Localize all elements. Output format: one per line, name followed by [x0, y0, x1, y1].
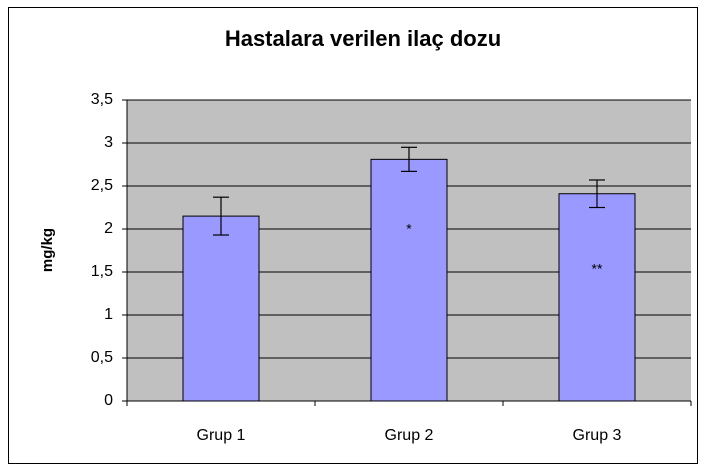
- x-tick-label: Grup 3: [573, 427, 622, 444]
- x-tick-label: Grup 1: [197, 427, 246, 444]
- y-tick-label: 0,5: [91, 349, 113, 366]
- annotation: **: [592, 261, 603, 277]
- y-tick-label: 0: [104, 392, 113, 409]
- x-tick-label: Grup 2: [385, 427, 434, 444]
- y-tick-label: 2: [104, 220, 113, 237]
- bar: [370, 158, 448, 402]
- y-tick-label: 3,5: [91, 91, 113, 108]
- y-tick-label: 1: [104, 306, 113, 323]
- y-tick-label: 2,5: [91, 177, 113, 194]
- bar: [182, 215, 260, 402]
- bar: [558, 193, 636, 402]
- y-axis-label: mg/kg: [39, 228, 56, 272]
- y-tick-label: 3: [104, 134, 113, 151]
- annotation: *: [406, 221, 412, 237]
- y-tick-label: 1,5: [91, 263, 113, 280]
- error-bar: [401, 146, 417, 172]
- error-bar: [589, 179, 605, 209]
- chart-title: Hastalara verilen ilaç dozu: [225, 26, 501, 51]
- error-bar: [213, 196, 229, 236]
